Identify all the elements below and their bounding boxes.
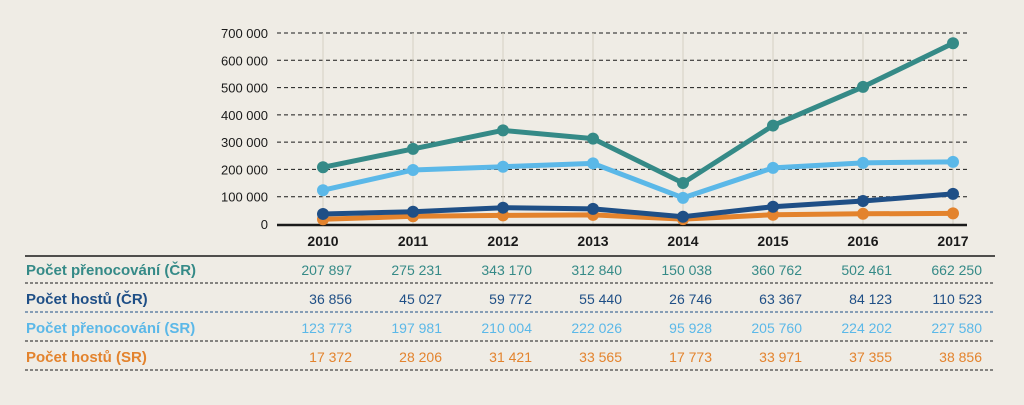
data-point xyxy=(587,157,599,170)
x-tick-label: 2012 xyxy=(487,233,518,249)
table-cell: 205 760 xyxy=(751,320,802,336)
x-tick-label: 2014 xyxy=(667,233,698,249)
data-point xyxy=(317,161,329,174)
data-point xyxy=(947,37,959,50)
table-cell: 224 202 xyxy=(841,320,892,336)
table-cell: 275 231 xyxy=(391,262,442,278)
data-point xyxy=(767,200,779,213)
table-cell: 17 372 xyxy=(309,349,352,365)
x-axis-ticks: 2010 2011 2012 2013 2014 2015 2016 2017 xyxy=(307,233,968,249)
y-tick-label: 700 000 xyxy=(221,26,268,41)
x-tick-label: 2015 xyxy=(757,233,788,249)
data-table: Počet přenocování (ČR) 207 897 275 231 343 … xyxy=(25,255,995,371)
table-cell: 150 038 xyxy=(661,262,712,278)
x-tick-label: 2011 xyxy=(398,233,429,249)
gridlines xyxy=(277,32,967,198)
y-tick-label: 600 000 xyxy=(221,53,268,68)
category-guidelines xyxy=(322,33,954,224)
table-cell: 222 026 xyxy=(571,320,622,336)
row-label: Počet hostů (ČR) xyxy=(26,290,148,308)
series-line xyxy=(322,159,954,201)
y-tick-label: 300 000 xyxy=(221,135,268,150)
data-point xyxy=(407,163,419,176)
table-cell: 95 928 xyxy=(669,320,712,336)
data-point xyxy=(497,124,509,137)
data-point xyxy=(677,210,689,223)
table-cell: 63 367 xyxy=(759,291,802,307)
x-tick-label: 2016 xyxy=(847,233,878,249)
series-line xyxy=(322,210,954,222)
table-cell: 662 250 xyxy=(931,262,982,278)
table-cell: 84 123 xyxy=(849,291,892,307)
table-cell: 197 981 xyxy=(391,320,442,336)
table-cell: 33 971 xyxy=(759,349,802,365)
table-cell: 207 897 xyxy=(301,262,352,278)
data-point xyxy=(677,177,689,190)
table-cell: 17 773 xyxy=(669,349,712,365)
row-label: Počet přenocování (SR) xyxy=(26,320,195,337)
y-tick-label: 0 xyxy=(261,217,268,232)
table-row: Počet přenocování (SR) 123 773 197 981 210 … xyxy=(25,320,995,342)
x-tick-label: 2017 xyxy=(937,233,968,249)
y-tick-label: 100 000 xyxy=(221,190,268,205)
table-cell: 343 170 xyxy=(481,262,532,278)
x-tick-label: 2010 xyxy=(307,233,338,249)
table-cell: 210 004 xyxy=(481,320,532,336)
table-row: Počet hostů (ČR) 36 856 45 027 59 772 55 440… xyxy=(25,290,995,313)
data-point xyxy=(767,161,779,174)
y-tick-label: 200 000 xyxy=(221,162,268,177)
y-axis-ticks: 0 100 000 200 000 300 000 400 000 500 000 600 … xyxy=(221,26,268,232)
table-cell: 36 856 xyxy=(309,291,352,307)
table-cell: 110 523 xyxy=(932,291,982,307)
data-point xyxy=(587,132,599,145)
table-cell: 31 421 xyxy=(489,349,532,365)
table-cell: 123 773 xyxy=(301,320,352,336)
data-point xyxy=(497,201,509,214)
table-cell: 502 461 xyxy=(841,262,892,278)
data-point xyxy=(677,191,689,204)
series-0 xyxy=(317,37,959,190)
table-cell: 55 440 xyxy=(579,291,622,307)
data-point xyxy=(317,207,329,220)
data-point xyxy=(857,80,869,93)
data-point xyxy=(767,119,779,132)
data-point xyxy=(407,142,419,155)
table-cell: 360 762 xyxy=(751,262,802,278)
y-tick-label: 500 000 xyxy=(221,81,268,96)
series-line xyxy=(322,191,954,220)
table-cell: 227 580 xyxy=(931,320,982,336)
data-point xyxy=(587,202,599,215)
row-label: Počet přenocování (ČR) xyxy=(26,261,196,279)
series-1 xyxy=(317,187,959,223)
data-point xyxy=(857,195,869,208)
row-label: Počet hostů (SR) xyxy=(26,349,147,366)
table-cell: 312 840 xyxy=(571,262,622,278)
x-tick-label: 2013 xyxy=(577,233,608,249)
data-point xyxy=(497,160,509,173)
table-cell: 28 206 xyxy=(399,349,442,365)
table-cell: 59 772 xyxy=(489,291,532,307)
table-row: Počet přenocování (ČR) 207 897 275 231 343 … xyxy=(25,261,995,284)
table-row: Počet hostů (SR) 17 372 28 206 31 421 33 565… xyxy=(25,349,995,371)
table-cell: 45 027 xyxy=(399,291,442,307)
table-cell: 33 565 xyxy=(579,349,622,365)
data-point xyxy=(407,205,419,218)
table-cell: 37 355 xyxy=(849,349,892,365)
data-point xyxy=(317,184,329,197)
data-point xyxy=(857,207,869,220)
table-cell: 38 856 xyxy=(939,349,982,365)
data-point xyxy=(857,156,869,169)
series-lines xyxy=(317,37,959,226)
y-tick-label: 400 000 xyxy=(221,108,268,123)
data-point xyxy=(947,207,959,220)
series-line xyxy=(322,41,955,186)
data-point xyxy=(947,187,959,200)
series-2 xyxy=(317,155,959,204)
data-point xyxy=(947,155,959,168)
table-cell: 26 746 xyxy=(669,291,712,307)
